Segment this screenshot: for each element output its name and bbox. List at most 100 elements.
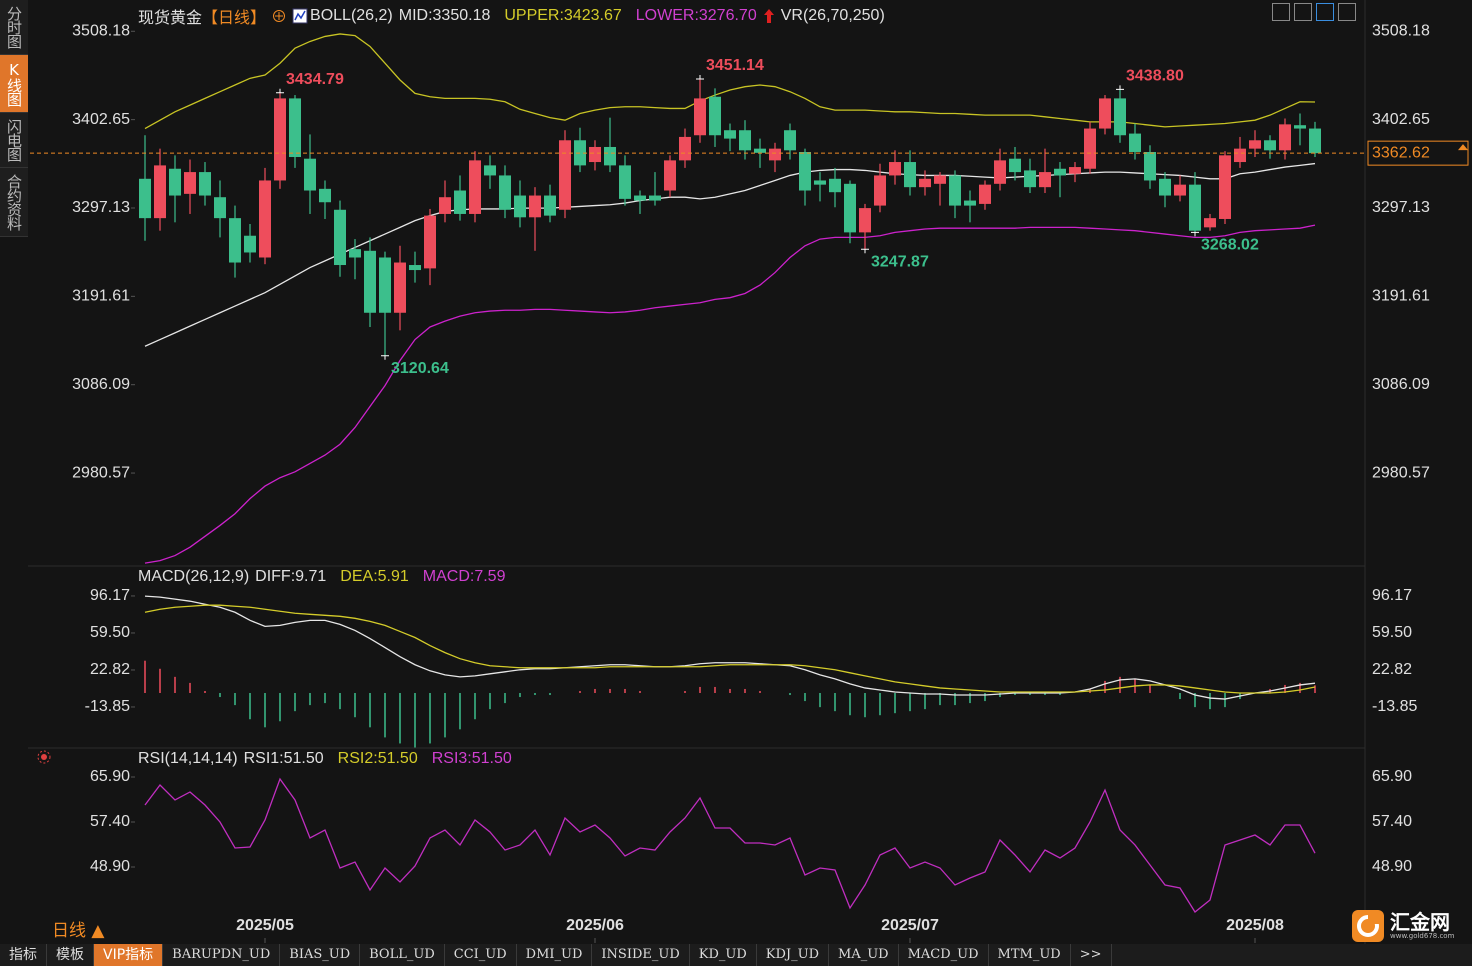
main-legend: 现货黄金 【日线】 BOLL(26,2) MID:3350.18 UPPER:3… <box>138 4 885 28</box>
candle-body <box>859 208 871 233</box>
candle-body <box>259 180 271 258</box>
last-price-label: 3362.62 <box>1372 144 1430 161</box>
extreme-marker <box>276 88 284 94</box>
candle-body <box>334 209 346 266</box>
candle-body <box>424 215 436 269</box>
y-tick-label: 65.90 <box>90 768 130 785</box>
toolbar-item[interactable]: MTM_UD <box>989 944 1071 966</box>
candle-body <box>1294 125 1306 129</box>
legend-item: MACD(26,12,9) <box>138 568 250 585</box>
toolbar-item[interactable]: INSIDE_UD <box>592 944 690 966</box>
candle-body <box>154 165 166 219</box>
y2-tick-label: 96.17 <box>1372 587 1412 604</box>
candle-body <box>649 195 661 201</box>
y2-tick-label: 3402.65 <box>1372 111 1430 128</box>
x-tick-label: 2025/06 <box>566 917 624 934</box>
rsi-icon <box>37 750 51 764</box>
toolbar-item[interactable]: KDJ_UD <box>757 944 830 966</box>
y2-tick-label: 3508.18 <box>1372 22 1430 39</box>
candle-body <box>244 235 256 253</box>
logo-text: 汇金网 www.gold678.com <box>1390 912 1454 940</box>
candle-body <box>289 98 301 158</box>
candle-body <box>754 148 766 153</box>
indicator-icon[interactable] <box>292 8 308 24</box>
high-annotation: 3438.80 <box>1126 68 1184 85</box>
view-icon[interactable] <box>1338 3 1356 21</box>
candle-body <box>964 200 976 206</box>
candle-body <box>229 218 241 263</box>
candle-body <box>1264 140 1276 151</box>
toolbar-item[interactable]: >> <box>1071 944 1112 966</box>
y-tick-label: 2980.57 <box>72 464 130 481</box>
toolbar-item[interactable]: DMI_UD <box>517 944 593 966</box>
toolbar-item[interactable]: MACD_UD <box>899 944 989 966</box>
candle-body <box>829 178 841 193</box>
sidebar-tab[interactable]: 分时图 <box>0 0 28 55</box>
legend-item: LOWER:3276.70 <box>635 7 757 24</box>
view-icon[interactable] <box>1316 3 1334 21</box>
extreme-marker <box>1116 85 1124 90</box>
last-price-arrow <box>1458 144 1468 151</box>
toolbar-item[interactable]: VIP指标 <box>94 944 164 966</box>
extreme-marker <box>1191 231 1199 237</box>
low-annotation: 3120.64 <box>391 360 449 377</box>
x-tick-label: 2025/05 <box>236 917 294 934</box>
candle-body <box>484 165 496 176</box>
logo-mark <box>1352 910 1384 942</box>
candle-body <box>619 165 631 199</box>
candle-body <box>214 197 226 219</box>
view-icon[interactable] <box>1272 3 1290 21</box>
legend-item: MID:3350.18 <box>398 7 491 24</box>
candle-body <box>1069 167 1081 174</box>
legend-item: 现货黄金 <box>138 10 203 27</box>
candle-body <box>724 130 736 139</box>
logo: 汇金网 www.gold678.com <box>1352 910 1454 942</box>
candle-body <box>799 151 811 191</box>
add-icon[interactable] <box>272 9 286 23</box>
toolbar-item[interactable]: BOLL_UD <box>360 944 445 966</box>
line-series <box>144 224 1316 564</box>
toolbar-item[interactable]: BARUPDN_UD <box>163 944 281 966</box>
toolbar-item[interactable]: 指标 <box>0 944 47 966</box>
view-icon[interactable] <box>1294 3 1312 21</box>
extreme-marker <box>861 248 869 254</box>
toolbar-item[interactable]: 模板 <box>47 944 94 966</box>
candle-body <box>1114 98 1126 136</box>
y-tick-label: 96.17 <box>90 587 130 604</box>
candle-body <box>844 183 856 233</box>
y-tick-label: 3191.61 <box>72 288 130 305</box>
macd-legend: MACD(26,12,9) DIFF:9.71 DEA:5.91 MACD:7.… <box>138 568 505 586</box>
candle-body <box>1174 184 1186 196</box>
toolbar-item[interactable]: MA_UD <box>829 944 899 966</box>
sidebar-tab[interactable]: 闪电图 <box>0 113 28 168</box>
candle-body <box>679 136 691 161</box>
candle-body <box>184 172 196 194</box>
arrow-icon <box>763 9 774 23</box>
legend-item: VR(26,70,250) <box>780 7 885 24</box>
toolbar-item[interactable]: CCI_UD <box>445 944 517 966</box>
y-tick-label: 3402.65 <box>72 111 130 128</box>
candle-body <box>994 160 1006 184</box>
y-tick-label: -13.85 <box>85 698 130 715</box>
y-tick-label: 57.40 <box>90 813 130 830</box>
candle-body <box>349 249 361 258</box>
candle-body <box>739 130 751 151</box>
sidebar-tab[interactable]: K线图 <box>0 55 28 113</box>
candle-body <box>634 195 646 201</box>
high-annotation: 3434.79 <box>286 71 344 88</box>
candle-body <box>139 178 151 219</box>
candle-body <box>874 175 886 206</box>
candle-body <box>1234 148 1246 163</box>
toolbar-item[interactable]: BIAS_UD <box>280 944 361 966</box>
period-label[interactable]: 日线 ▲ <box>52 921 105 941</box>
toolbar-item[interactable]: KD_UD <box>690 944 757 966</box>
logo-url: www.gold678.com <box>1390 932 1455 940</box>
legend-item: 【日线】 <box>202 10 267 27</box>
candle-body <box>1099 98 1111 129</box>
candle-body <box>1144 151 1156 181</box>
candle-body <box>319 188 331 203</box>
sidebar-tab[interactable]: 合约资料 <box>0 168 28 237</box>
legend-item: RSI2:51.50 <box>337 750 418 767</box>
candle-body <box>709 96 721 136</box>
candle-body <box>919 178 931 188</box>
